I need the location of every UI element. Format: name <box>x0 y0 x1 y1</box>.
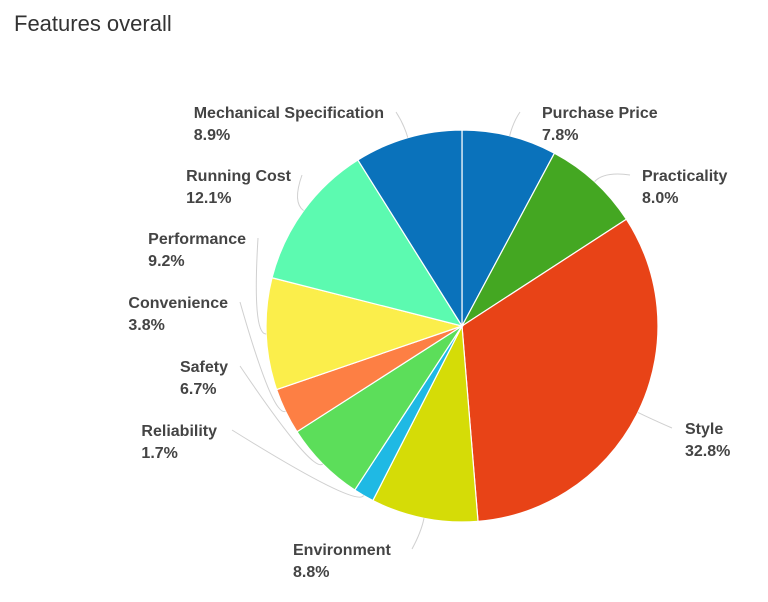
connector-purchase-price <box>509 111 521 137</box>
pie-slice-style <box>461 218 659 522</box>
connector-mechanical-specification <box>395 111 409 138</box>
slice-label-performance: Performance <box>148 231 246 248</box>
slice-label-reliability: Reliability <box>141 423 217 440</box>
slice-label-purchase-price: Purchase Price <box>542 105 658 122</box>
pie-labels: Purchase Price 7.8% Practicality 8.0% Style 3… <box>128 105 730 581</box>
pie-slice-mechanical-specification <box>357 129 463 329</box>
connector-convenience <box>239 301 286 412</box>
slice-percent-convenience: 3.8% <box>128 317 164 334</box>
slice-percent-practicality: 8.0% <box>642 190 678 207</box>
connector-safety <box>239 365 324 466</box>
pie-slice-environment <box>372 323 479 523</box>
connector-performance <box>255 237 267 335</box>
slice-label-convenience: Convenience <box>128 295 228 312</box>
chart-title: Features overall <box>14 11 172 36</box>
connector-style <box>637 411 673 429</box>
slice-label-safety: Safety <box>180 359 228 376</box>
slice-label-style: Style <box>685 421 723 438</box>
pie-slice-purchase-price <box>461 129 556 327</box>
slice-label-running-cost: Running Cost <box>186 168 292 185</box>
connector-running-cost <box>297 174 304 211</box>
pie-slice-practicality <box>461 152 628 327</box>
connector-environment <box>411 518 425 550</box>
connector-reliability <box>231 429 365 498</box>
pie-slices <box>265 129 659 523</box>
slice-label-environment: Environment <box>293 542 391 559</box>
slice-percent-running-cost: 12.1% <box>186 190 231 207</box>
slice-percent-safety: 6.7% <box>180 381 216 398</box>
slice-label-mechanical-specification: Mechanical Specification <box>194 105 384 122</box>
label-connectors <box>231 111 673 550</box>
connector-practicality <box>594 173 631 182</box>
slice-label-practicality: Practicality <box>642 168 727 185</box>
slice-percent-environment: 8.8% <box>293 564 329 581</box>
slice-percent-purchase-price: 7.8% <box>542 127 578 144</box>
pie-slice-running-cost <box>271 159 464 327</box>
slice-percent-mechanical-specification: 8.9% <box>194 127 230 144</box>
slice-percent-style: 32.8% <box>685 443 730 460</box>
slice-percent-reliability: 1.7% <box>141 445 177 462</box>
slice-percent-performance: 9.2% <box>148 253 184 270</box>
